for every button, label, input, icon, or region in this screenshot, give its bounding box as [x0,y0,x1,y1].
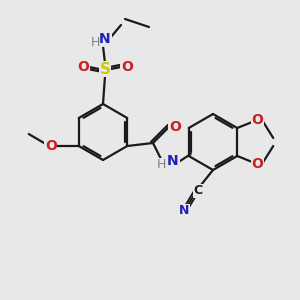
Text: O: O [251,113,263,127]
Text: O: O [45,139,57,153]
Text: S: S [100,61,110,76]
Text: H: H [90,37,100,50]
Text: N: N [167,154,179,168]
Text: O: O [169,120,181,134]
Text: N: N [99,32,111,46]
Text: N: N [179,205,189,218]
Text: H: H [156,158,166,172]
Text: C: C [194,184,202,197]
Text: O: O [77,60,89,74]
Text: O: O [121,60,133,74]
Text: O: O [251,157,263,171]
